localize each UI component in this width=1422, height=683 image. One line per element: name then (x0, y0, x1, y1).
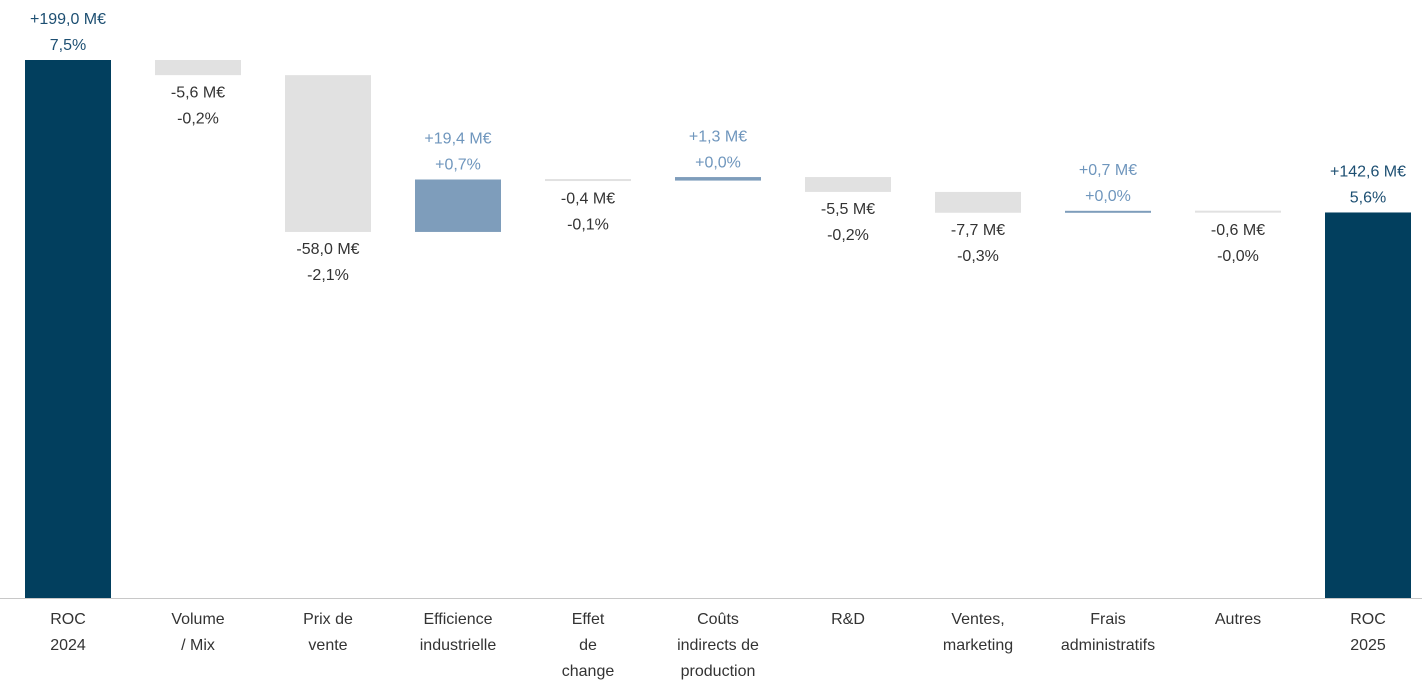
x-tick-label: administratifs (1061, 637, 1155, 654)
x-tick-label: Frais (1090, 611, 1126, 628)
x-tick-label: 2025 (1350, 637, 1386, 654)
bar (545, 179, 631, 182)
percent-label: 5,6% (1350, 190, 1386, 207)
percent-label: 7,5% (50, 37, 86, 54)
value-label: +19,4 M€ (424, 131, 491, 148)
percent-label: +0,0% (1085, 188, 1131, 205)
value-label: -58,0 M€ (296, 241, 359, 258)
x-tick-label: de (579, 637, 597, 654)
percent-label: -0,1% (567, 216, 609, 233)
percent-label: +0,0% (695, 154, 741, 171)
x-tick-label: Ventes, (951, 611, 1004, 628)
bar (675, 177, 761, 181)
x-tick-label: ROC (1350, 611, 1386, 628)
value-label: -0,6 M€ (1211, 222, 1265, 239)
x-tick-label: / Mix (181, 637, 215, 654)
bar (1325, 212, 1411, 598)
x-tick-label: Efficience (423, 611, 492, 628)
x-tick-label: industrielle (420, 637, 497, 654)
bar (1065, 210, 1151, 213)
bar (935, 191, 1021, 213)
percent-label: -0,0% (1217, 248, 1259, 265)
x-tick-label: Effet (572, 611, 605, 628)
percent-label: -2,1% (307, 267, 349, 284)
bar (25, 60, 111, 598)
bar (155, 60, 241, 76)
bar (805, 177, 891, 192)
value-label: -5,6 M€ (171, 84, 225, 101)
value-label: +142,6 M€ (1330, 164, 1406, 181)
value-label: -0,4 M€ (561, 190, 615, 207)
bar (1195, 210, 1281, 213)
x-tick-label: Volume (171, 611, 224, 628)
value-label: +1,3 M€ (689, 128, 747, 145)
x-tick-label: change (562, 663, 615, 680)
value-label: -7,7 M€ (951, 222, 1005, 239)
x-tick-label: marketing (943, 637, 1013, 654)
percent-label: +0,7% (435, 157, 481, 174)
percent-label: -0,2% (177, 110, 219, 127)
value-label: +0,7 M€ (1079, 162, 1137, 179)
x-tick-label: Prix de (303, 611, 353, 628)
x-tick-label: 2024 (50, 637, 86, 654)
bar (285, 75, 371, 232)
x-tick-label: Autres (1215, 611, 1261, 628)
x-tick-label: vente (308, 637, 347, 654)
x-tick-label: Coûts (697, 611, 739, 628)
value-label: +199,0 M€ (30, 11, 106, 28)
x-tick-label: indirects de (677, 637, 759, 654)
value-label: -5,5 M€ (821, 201, 875, 218)
percent-label: -0,3% (957, 248, 999, 265)
x-tick-label: R&D (831, 611, 865, 628)
x-tick-label: production (681, 663, 756, 680)
percent-label: -0,2% (827, 227, 869, 244)
x-tick-label: ROC (50, 611, 86, 628)
bar (415, 179, 501, 232)
